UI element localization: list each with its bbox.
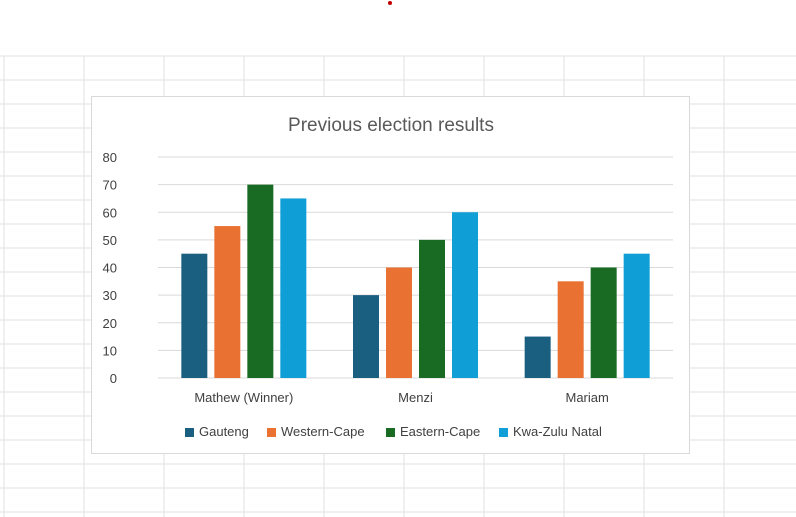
legend-entry[interactable]: Eastern-Cape [400, 424, 480, 439]
selection-marker [388, 1, 392, 5]
x-category-label: Mathew (Winner) [194, 390, 293, 405]
chart-frame[interactable]: Previous election results 0 10 20 30 40 50 60 7… [91, 96, 690, 454]
y-tick-label: 40 [103, 261, 117, 276]
y-tick-label: 20 [103, 316, 117, 331]
y-tick-label: 10 [103, 343, 117, 358]
bar-kwa-zulu-natal[interactable] [623, 253, 650, 378]
x-axis-categories: Mathew (Winner) Menzi Mariam [194, 390, 608, 405]
legend-swatch [267, 428, 276, 437]
bar-eastern-cape[interactable] [590, 267, 617, 379]
legend: Gauteng Western-Cape Eastern-Cape Kwa-Zulu … [185, 424, 602, 439]
legend-swatch [185, 428, 194, 437]
bar-eastern-cape[interactable] [247, 184, 274, 378]
bar-gauteng[interactable] [353, 295, 379, 378]
legend-entry[interactable]: Kwa-Zulu Natal [513, 424, 602, 439]
legend-swatch [499, 428, 508, 437]
bar-western-cape[interactable] [557, 281, 584, 378]
legend-swatch [386, 428, 395, 437]
y-axis-ticks: 0 10 20 30 40 50 60 70 80 [103, 150, 117, 386]
chart-title: Previous election results [288, 115, 494, 136]
gridlines [158, 156, 673, 379]
bar-kwa-zulu-natal[interactable] [280, 198, 307, 378]
bar-gauteng[interactable] [181, 253, 208, 378]
legend-entry[interactable]: Gauteng [199, 424, 249, 439]
bar-western-cape[interactable] [386, 267, 412, 379]
x-category-label: Menzi [398, 390, 433, 405]
y-tick-label: 0 [110, 371, 117, 386]
bar-eastern-cape[interactable] [419, 239, 445, 378]
bar-chart: Previous election results 0 10 20 30 40 50 60 7… [103, 115, 673, 439]
x-category-label: Mariam [565, 390, 608, 405]
y-tick-label: 60 [103, 205, 117, 220]
y-tick-label: 50 [103, 233, 117, 248]
bar-western-cape[interactable] [214, 226, 241, 378]
y-tick-label: 70 [103, 178, 117, 193]
bar-kwa-zulu-natal[interactable] [452, 212, 478, 378]
bars [181, 184, 650, 379]
bar-gauteng[interactable] [524, 336, 551, 378]
legend-entry[interactable]: Western-Cape [281, 424, 365, 439]
y-tick-label: 80 [103, 150, 117, 165]
y-tick-label: 30 [103, 288, 117, 303]
